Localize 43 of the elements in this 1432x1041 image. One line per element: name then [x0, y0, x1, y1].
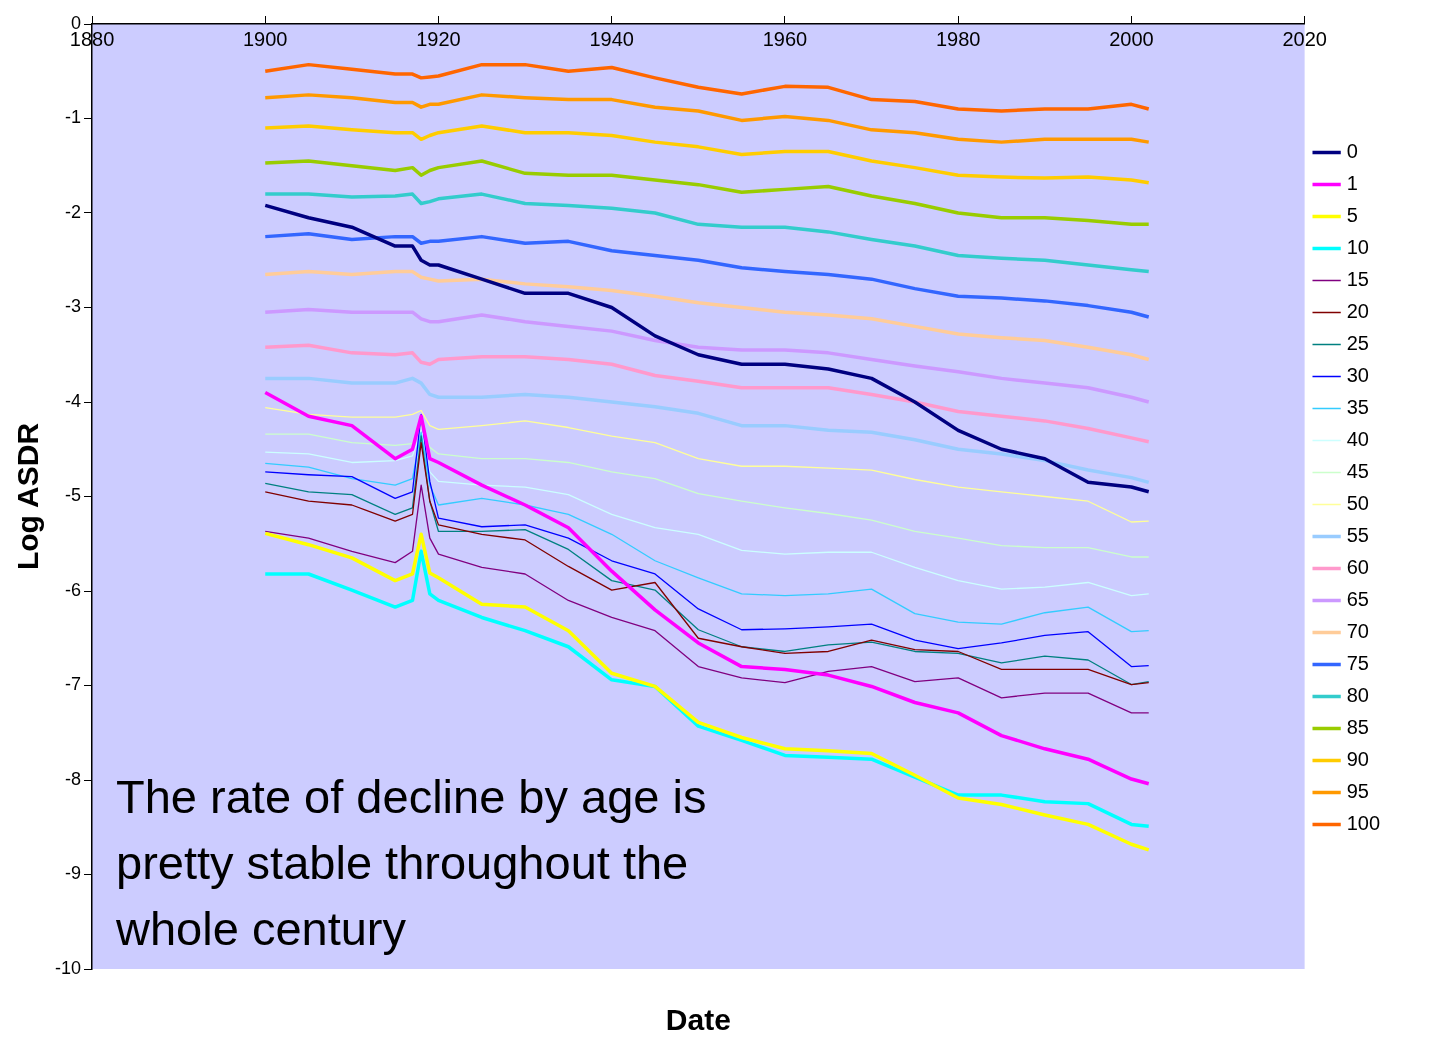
y-tick-label: -6 — [65, 579, 82, 600]
x-tick-label: 1940 — [589, 27, 634, 50]
x-axis-title: Date — [665, 1003, 731, 1037]
y-tick-label: -2 — [65, 201, 82, 222]
x-tick-label: 1960 — [762, 27, 808, 50]
legend-label: 25 — [1346, 332, 1369, 355]
legend-label: 40 — [1346, 428, 1369, 451]
y-tick-label: -10 — [55, 957, 82, 978]
legend-label: 55 — [1346, 524, 1369, 547]
x-tick-label: 2000 — [1109, 27, 1154, 50]
y-tick-label: -3 — [65, 296, 82, 317]
legend-label: 45 — [1346, 460, 1369, 483]
legend-label: 65 — [1346, 588, 1369, 611]
legend-label: 60 — [1346, 556, 1369, 579]
y-tick-label: -7 — [65, 674, 82, 695]
legend-label: 80 — [1346, 684, 1369, 707]
y-tick-label: -5 — [65, 485, 82, 506]
legend-label: 75 — [1346, 652, 1369, 675]
y-tick-label: -1 — [65, 107, 82, 128]
legend-label: 5 — [1346, 204, 1358, 227]
legend-label: 30 — [1346, 364, 1369, 387]
legend-label: 15 — [1346, 268, 1369, 291]
legend-label: 10 — [1346, 236, 1369, 259]
legend-label: 1 — [1346, 172, 1358, 195]
y-tick-label: -8 — [65, 768, 82, 789]
legend-label: 70 — [1346, 620, 1369, 643]
legend-label: 50 — [1346, 492, 1369, 515]
y-tick-label: -9 — [65, 863, 82, 884]
legend-label: 95 — [1346, 780, 1369, 803]
x-tick-label: 2020 — [1282, 27, 1327, 50]
legend-label: 85 — [1346, 716, 1369, 739]
y-tick-label: -4 — [65, 390, 82, 411]
legend-label: 20 — [1346, 300, 1369, 323]
x-tick-label: 1980 — [935, 27, 981, 50]
x-tick-label: 1900 — [243, 27, 288, 50]
annotation: The rate of decline by age is pretty stable throughout the whole century — [115, 770, 707, 955]
legend-label: 35 — [1346, 396, 1369, 419]
legend-label: 90 — [1346, 748, 1369, 771]
x-tick-label: 1920 — [416, 27, 461, 50]
y-tick-label: 0 — [71, 12, 82, 33]
y-axis-title: Log ASDR — [11, 422, 45, 571]
legend-label: 100 — [1346, 812, 1381, 835]
legend-label: 0 — [1346, 140, 1358, 163]
